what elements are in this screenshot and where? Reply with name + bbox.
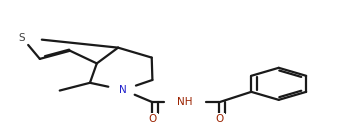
Text: O: O: [148, 114, 156, 124]
Text: N: N: [119, 85, 127, 95]
Text: O: O: [215, 114, 224, 124]
Text: S: S: [19, 33, 25, 43]
Text: NH: NH: [177, 97, 193, 107]
